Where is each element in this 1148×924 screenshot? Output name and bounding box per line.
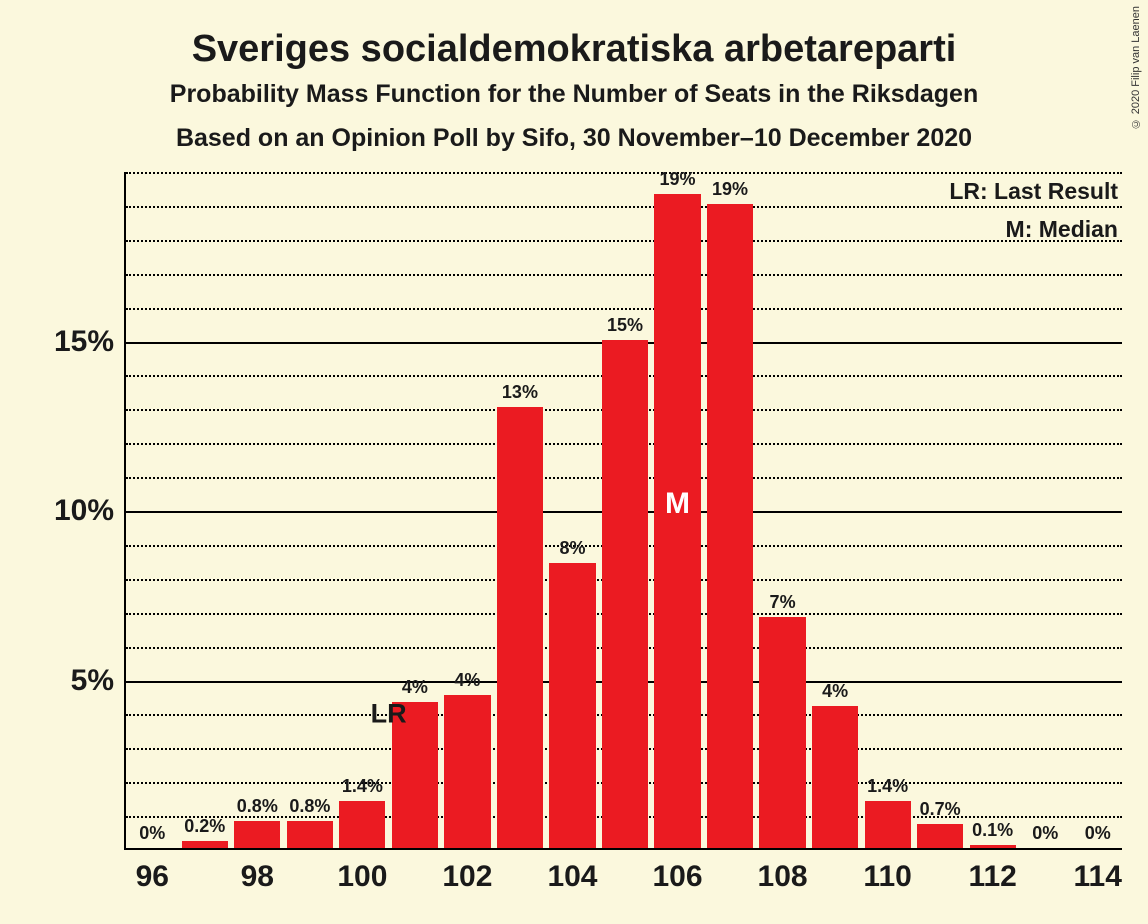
bar-value-label: 7% — [770, 592, 796, 617]
bar-value-label: 0% — [139, 823, 165, 848]
bar: 4% — [812, 706, 858, 848]
bar-value-label: 1.4% — [342, 776, 383, 801]
bar: 0.7% — [917, 824, 963, 848]
bar-value-label: 1.4% — [867, 776, 908, 801]
bar-value-label: 4% — [822, 681, 848, 706]
bar: 4% — [444, 695, 490, 848]
bar-value-label: 0.2% — [184, 816, 225, 841]
bar: 8% — [549, 563, 595, 848]
bar: 0.1% — [970, 845, 1016, 848]
bar: 0.2% — [182, 841, 228, 848]
annotation: LR — [371, 699, 407, 730]
legend: LR: Last Result M: Median — [949, 178, 1118, 243]
bar: 0.8% — [234, 821, 280, 848]
copyright-text: © 2020 Filip van Laenen — [1130, 6, 1142, 129]
chart-subtitle-1: Probability Mass Function for the Number… — [0, 80, 1148, 109]
grid-minor — [126, 308, 1122, 310]
y-axis-label: 10% — [54, 494, 126, 528]
legend-median: M: Median — [949, 216, 1118, 243]
x-axis-label: 102 — [442, 848, 492, 894]
bar-value-label: 8% — [559, 538, 585, 563]
plot-area: 5%10%15%96981001021041061081101121140%0.… — [124, 172, 1122, 850]
y-axis-label: 15% — [54, 325, 126, 359]
x-axis-label: 108 — [758, 848, 808, 894]
y-axis-label: 5% — [71, 664, 126, 698]
bar-value-label: 0% — [1032, 823, 1058, 848]
chart-subtitle-2: Based on an Opinion Poll by Sifo, 30 Nov… — [0, 124, 1148, 153]
x-axis-label: 104 — [547, 848, 597, 894]
bar-value-label: 19% — [660, 169, 696, 194]
bar-value-label: 13% — [502, 382, 538, 407]
grid-minor — [126, 274, 1122, 276]
bar: 19% — [707, 204, 753, 848]
bar: 7% — [759, 617, 805, 848]
bar-value-label: 0.7% — [920, 799, 961, 824]
bar: 15% — [602, 340, 648, 849]
x-axis-label: 114 — [1074, 848, 1122, 894]
x-axis-label: 96 — [136, 848, 169, 894]
x-axis-label: 106 — [652, 848, 702, 894]
bar: 0.8% — [287, 821, 333, 848]
legend-lr: LR: Last Result — [949, 178, 1118, 205]
chart-title: Sveriges socialdemokratiska arbetarepart… — [0, 28, 1148, 71]
bar-value-label: 4% — [454, 670, 480, 695]
bar-value-label: 0.1% — [972, 820, 1013, 845]
bar-value-label: 0% — [1085, 823, 1111, 848]
bar: 1.4% — [865, 801, 911, 848]
bar-value-label: 0.8% — [237, 796, 278, 821]
grid-minor — [126, 172, 1122, 174]
bar-value-label: 15% — [607, 315, 643, 340]
bar-value-label: 0.8% — [289, 796, 330, 821]
x-axis-label: 110 — [863, 848, 911, 894]
x-axis-label: 98 — [241, 848, 274, 894]
bar-value-label: 19% — [712, 179, 748, 204]
x-axis-label: 100 — [337, 848, 387, 894]
annotation: M — [665, 487, 690, 521]
bar: 13% — [497, 407, 543, 848]
x-axis-label: 112 — [968, 848, 1016, 894]
bar: 1.4% — [339, 801, 385, 848]
